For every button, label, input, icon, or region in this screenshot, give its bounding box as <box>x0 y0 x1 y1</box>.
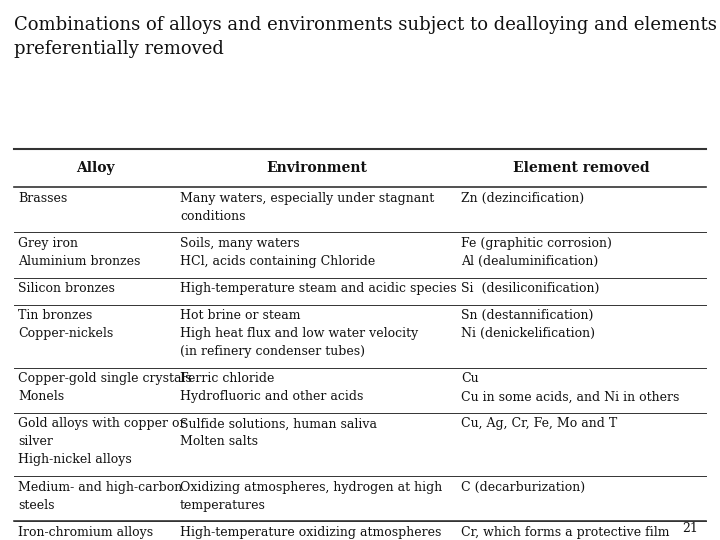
Text: Molten salts: Molten salts <box>180 435 258 448</box>
Text: Cu: Cu <box>461 372 478 385</box>
Text: Ni (denickelification): Ni (denickelification) <box>461 327 595 340</box>
Text: Combinations of alloys and environments subject to dealloying and elements
prefe: Combinations of alloys and environments … <box>14 16 717 58</box>
Text: Cu, Ag, Cr, Fe, Mo and T: Cu, Ag, Cr, Fe, Mo and T <box>461 417 617 430</box>
Text: Copper-nickels: Copper-nickels <box>18 327 113 340</box>
Text: Zn (dezincification): Zn (dezincification) <box>461 192 584 205</box>
Text: High-temperature steam and acidic species: High-temperature steam and acidic specie… <box>180 282 456 295</box>
Text: Sn (destannification): Sn (destannification) <box>461 309 593 322</box>
Text: conditions: conditions <box>180 210 246 223</box>
Text: Environment: Environment <box>266 161 367 175</box>
Text: Hydrofluoric and other acids: Hydrofluoric and other acids <box>180 390 364 403</box>
Text: Si  (desiliconification): Si (desiliconification) <box>461 282 599 295</box>
Text: Al (dealuminification): Al (dealuminification) <box>461 255 598 268</box>
Text: steels: steels <box>18 498 55 511</box>
Text: (in refinery condenser tubes): (in refinery condenser tubes) <box>180 345 365 358</box>
Text: 21: 21 <box>683 522 698 535</box>
Text: Aluminium bronzes: Aluminium bronzes <box>18 255 140 268</box>
Text: Ferric chloride: Ferric chloride <box>180 372 274 385</box>
Text: High heat flux and low water velocity: High heat flux and low water velocity <box>180 327 418 340</box>
Text: Medium- and high-carbon: Medium- and high-carbon <box>18 481 182 494</box>
Text: Cu in some acids, and Ni in others: Cu in some acids, and Ni in others <box>461 390 679 403</box>
Text: Cr, which forms a protective film: Cr, which forms a protective film <box>461 525 670 538</box>
Text: Grey iron: Grey iron <box>18 237 78 250</box>
Text: silver: silver <box>18 435 53 448</box>
Text: Alloy: Alloy <box>76 161 114 175</box>
Text: Fe (graphitic corrosion): Fe (graphitic corrosion) <box>461 237 612 250</box>
Text: High-temperature oxidizing atmospheres: High-temperature oxidizing atmospheres <box>180 525 441 538</box>
Text: Monels: Monels <box>18 390 64 403</box>
Text: Sulfide solutions, human saliva: Sulfide solutions, human saliva <box>180 417 377 430</box>
Text: HCl, acids containing Chloride: HCl, acids containing Chloride <box>180 255 375 268</box>
Text: Many waters, especially under stagnant: Many waters, especially under stagnant <box>180 192 434 205</box>
Text: Hot brine or steam: Hot brine or steam <box>180 309 300 322</box>
Text: Silicon bronzes: Silicon bronzes <box>18 282 115 295</box>
Text: C (decarburization): C (decarburization) <box>461 481 585 494</box>
Text: temperatures: temperatures <box>180 498 266 511</box>
Text: Gold alloys with copper or: Gold alloys with copper or <box>18 417 186 430</box>
Text: Tin bronzes: Tin bronzes <box>18 309 92 322</box>
Text: Brasses: Brasses <box>18 192 67 205</box>
Text: Oxidizing atmospheres, hydrogen at high: Oxidizing atmospheres, hydrogen at high <box>180 481 442 494</box>
Text: Iron-chromium alloys: Iron-chromium alloys <box>18 525 153 538</box>
Text: Element removed: Element removed <box>513 161 649 175</box>
Text: High-nickel alloys: High-nickel alloys <box>18 454 132 467</box>
Text: Soils, many waters: Soils, many waters <box>180 237 300 250</box>
Text: Copper-gold single crystals: Copper-gold single crystals <box>18 372 192 385</box>
